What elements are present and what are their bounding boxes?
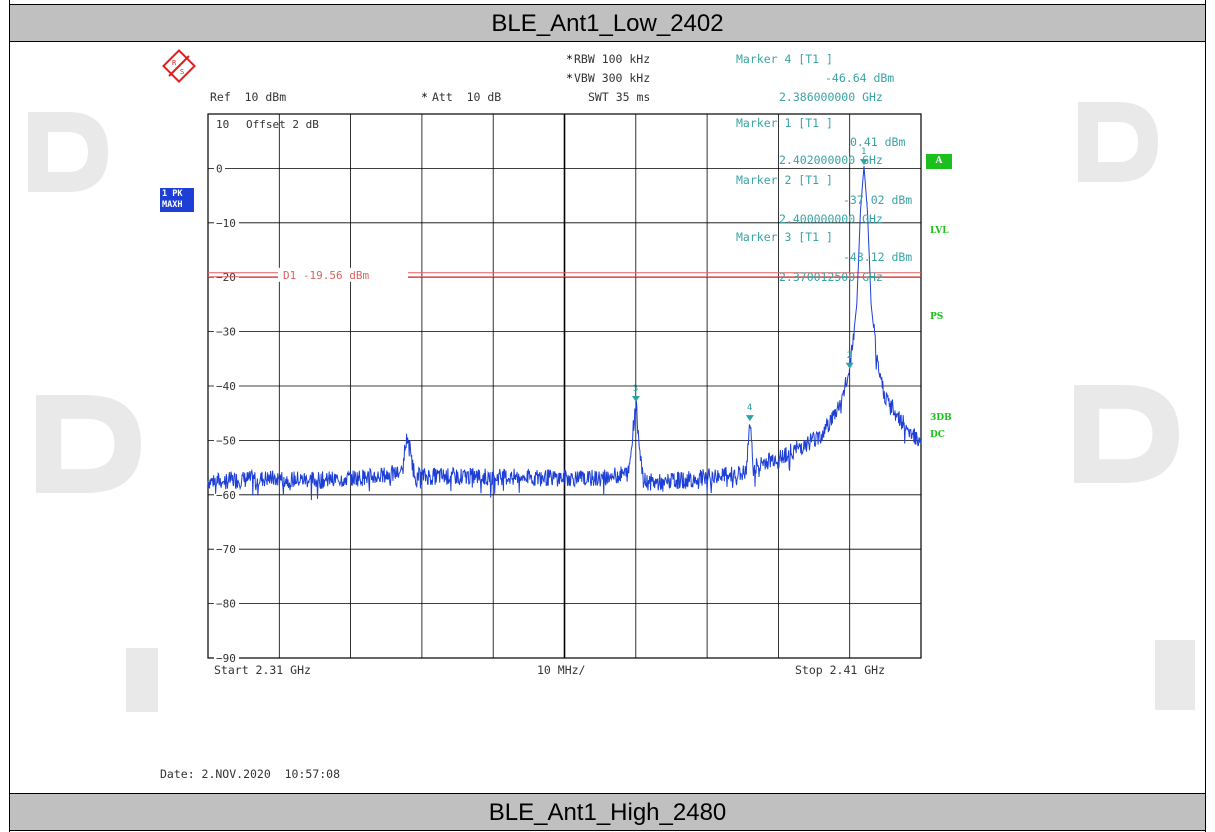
marker-4-triangle: [745, 415, 754, 422]
y-tick-bg: [214, 597, 239, 610]
y-tick-label: −60: [216, 489, 236, 502]
y-tick-label: −90: [216, 652, 236, 665]
y-tick-label: −20: [216, 271, 236, 284]
y-tick-label: −50: [216, 434, 236, 447]
marker-1-label: 1: [861, 147, 866, 157]
offset-label: Offset 2 dB: [246, 118, 319, 131]
watermark-logo-left-bottom: [126, 648, 158, 712]
rbw-star: *: [566, 52, 573, 66]
y-tick-label: 0: [216, 162, 223, 175]
ps-label: PS: [930, 312, 944, 322]
lvl-label: LVL: [930, 226, 949, 236]
trace-mode-badge: 1 PK MAXH: [160, 188, 194, 212]
sweep-time: SWT 35 ms: [588, 90, 651, 104]
y-tick-label: −10: [216, 217, 236, 230]
y-tick-bg: [214, 543, 239, 556]
watermark-logo-left-top: [28, 112, 108, 192]
trace-badge-line1: 1 PK: [162, 189, 183, 199]
top-title-bar: BLE_Ant1_Low_2402: [9, 4, 1206, 42]
trace-group: [207, 166, 922, 501]
vbw-star: *: [566, 71, 573, 85]
marker4-level: -46.64 dBm: [825, 71, 895, 85]
y-tick-bg: [214, 652, 239, 664]
watermark-logo-right-bottom: [1155, 640, 1195, 710]
top-title: BLE_Ant1_Low_2402: [491, 10, 724, 37]
ref-level: Ref 10 dBm: [210, 90, 287, 104]
y-tick-bg: [214, 488, 239, 501]
report-frame: [9, 0, 1206, 832]
spectrum-trace: [207, 166, 922, 501]
y-tick-label: −70: [216, 543, 236, 556]
attenuation: Att 10 dB: [432, 90, 502, 104]
vbw-setting: VBW 300 kHz: [574, 71, 651, 85]
bottom-title: BLE_Ant1_High_2480: [488, 799, 727, 826]
marker-readout-group: Marker 1 [T1 ] 0.41 dBm 2.402000000 GHz Mar…: [736, 116, 912, 284]
y-tick-label: −80: [216, 598, 236, 611]
marker1-freq: 2.402000000 GHz: [779, 153, 883, 167]
y-tick-bg: [214, 434, 239, 447]
y-tick-label: −40: [216, 380, 236, 393]
rbw-setting: RBW 100 kHz: [574, 52, 651, 66]
trace-a-badge: A: [926, 154, 952, 169]
watermark-logo-right-top: [1078, 102, 1158, 182]
y-tick-label: 10: [216, 118, 229, 131]
bottom-title-bar: BLE_Ant1_High_2480: [9, 793, 1206, 831]
marker3-level: -43.12 dBm: [843, 250, 912, 264]
plot-grid: [207, 113, 922, 659]
marker1-title: Marker 1 [T1 ]: [736, 116, 833, 130]
display-line-label-bg: [278, 267, 408, 282]
marker-2-triangle: [845, 362, 854, 369]
marker-4-label: 4: [747, 403, 752, 413]
capture-date: Date: 2.NOV.2020 10:57:08: [160, 767, 341, 781]
marker4-freq: 2.386000000 GHz: [779, 90, 883, 104]
trace-badge-line2: MAXH: [162, 200, 183, 210]
display-line-label: D1 -19.56 dBm: [283, 269, 369, 282]
y-tick-bg: [214, 216, 239, 229]
svg-text:S: S: [180, 68, 184, 76]
marker3-freq: 2.370012500 GHz: [779, 270, 883, 284]
watermark-logo-right-mid: [1074, 385, 1179, 483]
span-per-division: 10 MHz/: [537, 663, 586, 677]
marker-3-label: 3: [633, 384, 638, 394]
y-tick-bg: [214, 380, 239, 392]
y-tick-label: −30: [216, 326, 236, 339]
y-tick-bg: [214, 162, 225, 175]
marker1-level: 0.41 dBm: [850, 135, 905, 149]
marker-1-triangle: [859, 159, 868, 166]
display-line-group: D1 -19.56 dBm: [208, 267, 921, 282]
marker2-title: Marker 2 [T1 ]: [736, 173, 833, 187]
marker-group: 1 2 3 4: [631, 147, 868, 422]
3db-label: 3DB: [930, 413, 952, 423]
marker-2-label: 2: [847, 351, 852, 361]
y-tick-bg: [214, 325, 239, 338]
marker4-title: Marker 4 [T1 ]: [736, 52, 833, 66]
rs-logo: R S: [162, 49, 196, 83]
att-star: *: [421, 90, 428, 104]
marker-3-triangle: [631, 395, 640, 402]
start-frequency: Start 2.31 GHz: [214, 663, 311, 677]
svg-text:R: R: [172, 59, 177, 67]
watermark-logo-left-mid: [36, 395, 141, 493]
marker2-freq: 2.400000000 GHz: [779, 212, 883, 226]
stop-frequency: Stop 2.41 GHz: [795, 663, 886, 677]
marker3-title: Marker 3 [T1 ]: [736, 230, 833, 244]
marker2-level: -37.02 dBm: [843, 193, 912, 207]
y-tick-labels: 10 0 −10 −20 −30 −40 −50 −60 −70 −80 −90 Offset 2 d…: [214, 118, 319, 665]
dc-label: DC: [930, 430, 945, 440]
